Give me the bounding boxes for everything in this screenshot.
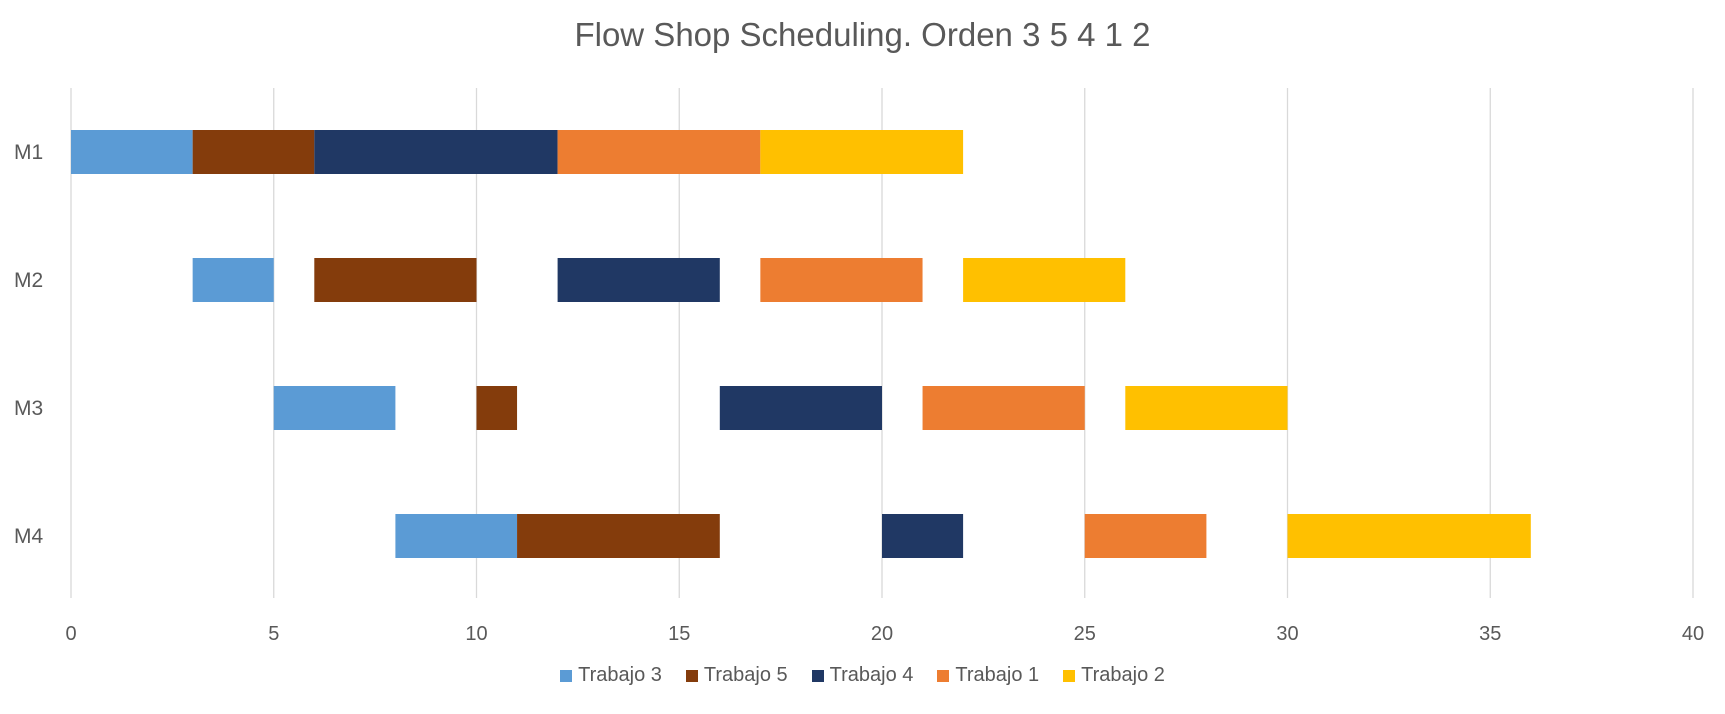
- legend-item: Trabajo 5: [685, 664, 788, 687]
- bar-trabajo-4-m4: [882, 514, 964, 558]
- bar-trabajo-5-m3: [476, 386, 518, 430]
- bar-trabajo-1-m2: [760, 258, 923, 302]
- bar-trabajo-1-m4: [1084, 514, 1207, 558]
- x-tick-label: 40: [1682, 623, 1704, 645]
- legend-item: Trabajo 1: [937, 664, 1039, 687]
- chart-title: Flow Shop Scheduling. Orden 3 5 4 1 2: [574, 16, 1151, 53]
- bar-trabajo-2-m4: [1287, 514, 1531, 558]
- bar-trabajo-5-m4: [517, 514, 720, 558]
- legend-label: Trabajo 1: [955, 664, 1040, 686]
- bar-trabajo-3-m2: [192, 258, 274, 302]
- bar-trabajo-2-m1: [760, 130, 964, 174]
- x-axis: 0 5 10 15 20 25 30 35 40: [65, 623, 1704, 645]
- y-category-label: M1: [14, 141, 43, 164]
- legend-swatch: [685, 669, 698, 682]
- bar-trabajo-2-m2: [963, 258, 1126, 302]
- bar-trabajo-3-m3: [273, 386, 396, 430]
- legend-label: Trabajo 4: [829, 664, 914, 686]
- bar-trabajo-4-m2: [557, 258, 720, 302]
- bar-trabajo-1-m3: [922, 386, 1085, 430]
- x-tick-label: 5: [268, 623, 279, 645]
- x-tick-label: 0: [65, 623, 76, 645]
- legend-item: Trabajo 2: [1063, 664, 1165, 687]
- legend-swatch: [937, 669, 950, 682]
- bar-trabajo-3-m1: [71, 130, 193, 174]
- legend-item: Trabajo 3: [560, 664, 662, 687]
- x-tick-label: 15: [668, 623, 690, 645]
- bar-trabajo-2-m3: [1125, 386, 1288, 430]
- legend-swatch: [560, 669, 573, 682]
- x-tick-label: 30: [1276, 623, 1298, 645]
- x-tick-label: 25: [1074, 623, 1096, 645]
- bar-trabajo-5-m2: [314, 258, 477, 302]
- x-tick-label: 10: [465, 623, 487, 645]
- bar-trabajo-4-m1: [314, 130, 558, 174]
- legend-label: Trabajo 2: [1081, 664, 1165, 686]
- bar-trabajo-1-m1: [557, 130, 761, 174]
- y-category-label: M4: [14, 525, 43, 548]
- y-category-label: M3: [14, 397, 43, 420]
- legend-item: Trabajo 4: [811, 664, 914, 687]
- legend-label: Trabajo 3: [578, 664, 662, 686]
- legend-swatch: [1063, 669, 1076, 682]
- bar-trabajo-3-m4: [395, 514, 518, 558]
- bar-trabajo-5-m1: [192, 130, 315, 174]
- y-axis: M1 M2 M3 M4: [14, 141, 43, 548]
- x-tick-label: 20: [871, 623, 893, 645]
- x-tick-label: 35: [1479, 623, 1501, 645]
- y-category-label: M2: [14, 269, 43, 292]
- legend: Trabajo 3 Trabajo 5 Trabajo 4 Trabajo 1 Trab…: [0, 664, 1725, 687]
- gantt-bars: [71, 130, 1531, 558]
- legend-label: Trabajo 5: [703, 664, 788, 686]
- bar-trabajo-4-m3: [719, 386, 882, 430]
- legend-swatch: [811, 669, 824, 682]
